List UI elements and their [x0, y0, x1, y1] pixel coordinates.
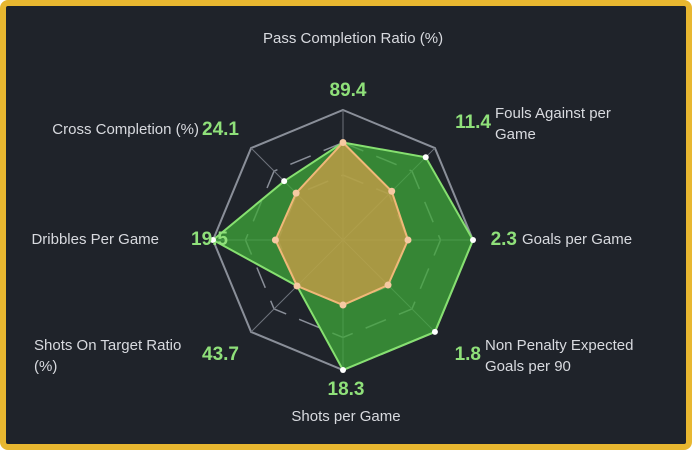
axis-label: Shots On Target Ratio (%) [34, 337, 182, 375]
series-point [388, 187, 396, 195]
axis-value: 18.3 [327, 379, 365, 400]
series-point [339, 139, 347, 146]
series-point [404, 236, 412, 244]
axis-label: Dribbles Per Game [31, 231, 159, 248]
axis-value: 11.4 [455, 112, 491, 133]
series-point [431, 328, 438, 335]
series-point [340, 367, 346, 373]
series-point [339, 301, 347, 309]
series-point [384, 281, 392, 289]
radar-chart [210, 108, 476, 373]
axis-label: Fouls Against per Game [495, 105, 611, 143]
series-point [422, 154, 429, 161]
series-point [293, 282, 301, 290]
axis-value: 2.3 [490, 229, 517, 250]
series-point [210, 237, 216, 243]
axis-value: 89.4 [329, 80, 367, 101]
series-point [470, 237, 476, 243]
axis-value: 43.7 [202, 344, 239, 365]
axis-label: Goals per Game [522, 231, 633, 248]
axis-value: 1.8 [454, 344, 481, 365]
axis-label: Pass Completion Ratio (%) [263, 30, 444, 47]
axis-value: 24.1 [202, 119, 239, 140]
series-point [271, 236, 279, 244]
axis-value: 19.5 [191, 229, 228, 250]
series-point [281, 178, 288, 185]
axis-label: Non Penalty Expected Goals per 90 [485, 337, 634, 375]
axis-label: Cross Completion (%) [52, 121, 199, 138]
series-point [292, 189, 300, 197]
axis-label: Shots per Game [291, 408, 401, 425]
